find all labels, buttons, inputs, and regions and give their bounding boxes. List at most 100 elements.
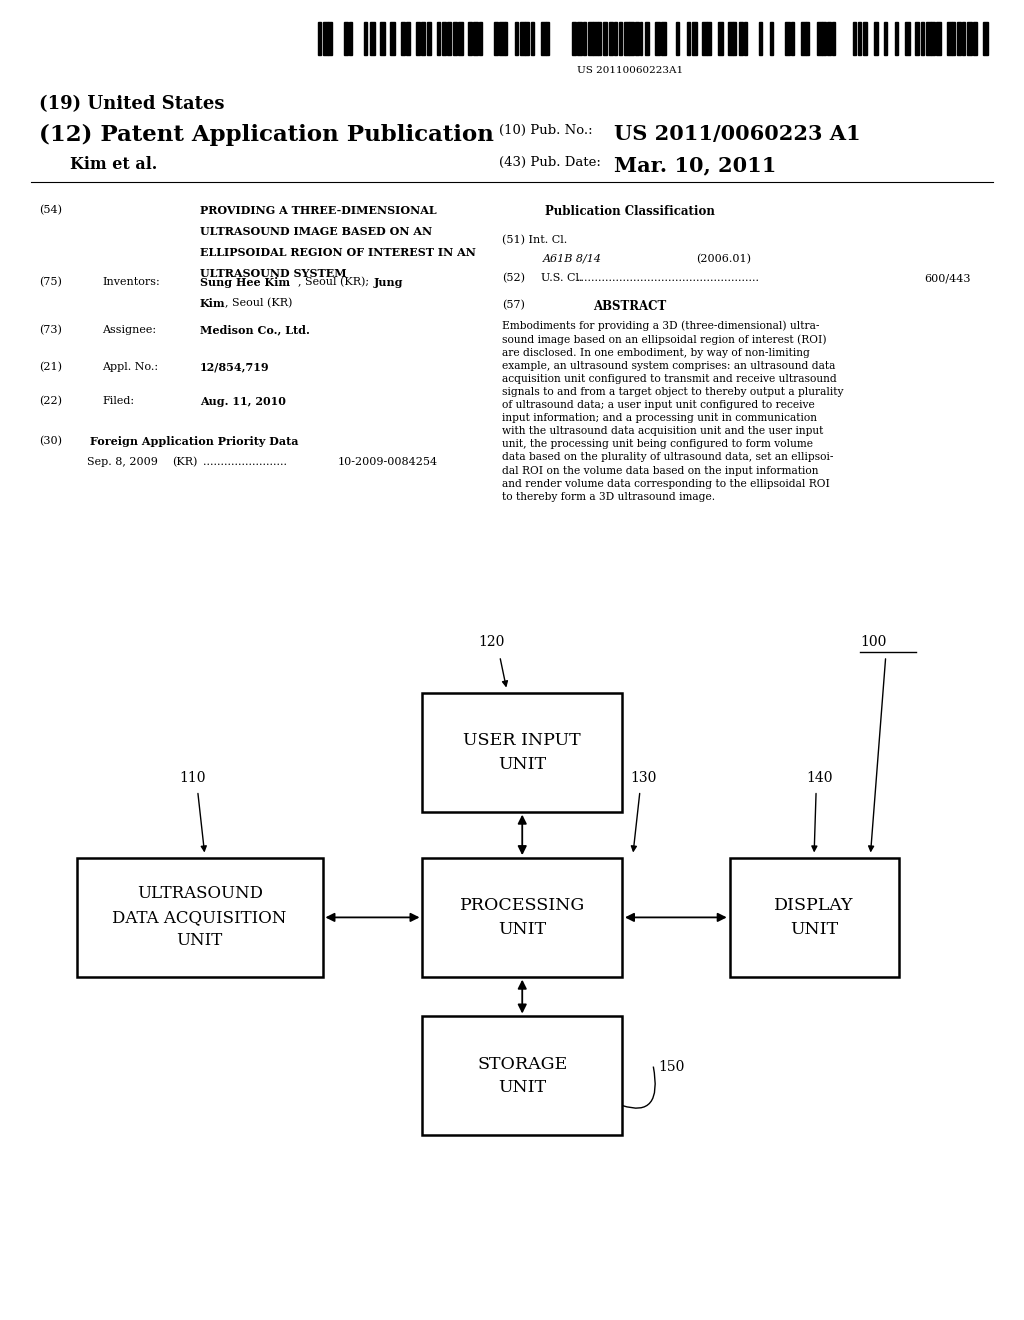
Bar — [816, 22, 821, 55]
Bar — [655, 22, 659, 55]
Bar — [572, 22, 577, 55]
Bar — [453, 22, 457, 55]
Text: PROCESSING
UNIT: PROCESSING UNIT — [460, 898, 585, 937]
Text: (54): (54) — [39, 205, 61, 215]
Bar — [473, 22, 478, 55]
Bar — [365, 22, 368, 55]
Bar — [442, 22, 445, 55]
Text: 12/854,719: 12/854,719 — [200, 362, 269, 372]
Bar — [806, 22, 809, 55]
Text: US 20110060223A1: US 20110060223A1 — [577, 66, 683, 75]
Bar — [702, 22, 707, 55]
Bar — [583, 22, 587, 55]
Bar — [613, 22, 616, 55]
Bar — [676, 22, 679, 55]
Bar — [588, 22, 593, 55]
Text: Mar. 10, 2011: Mar. 10, 2011 — [614, 156, 777, 176]
Bar — [760, 22, 762, 55]
Text: (12) Patent Application Publication: (12) Patent Application Publication — [39, 124, 494, 147]
Bar — [873, 22, 878, 55]
Text: (75): (75) — [39, 277, 61, 288]
Text: (19) United States: (19) United States — [39, 95, 224, 114]
Bar — [863, 22, 867, 55]
Text: 10-2009-0084254: 10-2009-0084254 — [338, 457, 438, 467]
Bar — [718, 22, 723, 55]
Text: (52): (52) — [502, 273, 524, 284]
Bar — [692, 22, 696, 55]
Bar — [973, 22, 977, 55]
Bar — [858, 22, 861, 55]
Bar — [625, 22, 629, 55]
Bar — [853, 22, 856, 55]
Text: Kim et al.: Kim et al. — [70, 156, 157, 173]
Text: Publication Classification: Publication Classification — [545, 205, 715, 218]
Text: 130: 130 — [630, 771, 656, 785]
Text: US 2011/0060223 A1: US 2011/0060223 A1 — [614, 124, 861, 144]
Bar — [785, 22, 790, 55]
Bar — [968, 22, 973, 55]
Bar — [645, 22, 649, 55]
Bar — [801, 22, 806, 55]
Bar — [505, 22, 508, 55]
Text: (21): (21) — [39, 362, 61, 372]
Text: ULTRASOUND SYSTEM: ULTRASOUND SYSTEM — [200, 268, 346, 279]
Bar — [743, 22, 746, 55]
Bar — [77, 858, 323, 977]
Bar — [895, 22, 898, 55]
Bar — [738, 22, 743, 55]
Bar — [822, 22, 826, 55]
Text: Sep. 8, 2009: Sep. 8, 2009 — [87, 457, 158, 467]
Text: DISPLAY
UNIT: DISPLAY UNIT — [774, 898, 854, 937]
Bar — [884, 22, 887, 55]
Bar — [422, 22, 425, 55]
Text: Aug. 11, 2010: Aug. 11, 2010 — [200, 396, 286, 407]
Bar — [349, 22, 352, 55]
Text: (30): (30) — [39, 436, 61, 446]
Text: Assignee:: Assignee: — [102, 325, 157, 335]
Text: Jung: Jung — [374, 277, 403, 288]
Text: A61B 8/14: A61B 8/14 — [543, 253, 602, 264]
Bar — [620, 22, 622, 55]
Bar — [733, 22, 736, 55]
Bar — [400, 22, 406, 55]
Bar — [422, 858, 622, 977]
Text: 600/443: 600/443 — [925, 273, 971, 284]
Text: ULTRASOUND IMAGE BASED ON AN: ULTRASOUND IMAGE BASED ON AN — [200, 226, 432, 236]
Bar — [422, 1016, 622, 1135]
Text: USER INPUT
UNIT: USER INPUT UNIT — [464, 733, 581, 772]
Text: ABSTRACT: ABSTRACT — [593, 300, 667, 313]
Text: Embodiments for providing a 3D (three-dimensional) ultra-
sound image based on a: Embodiments for providing a 3D (three-di… — [502, 321, 843, 502]
Bar — [957, 22, 962, 55]
Bar — [770, 22, 772, 55]
Bar — [422, 693, 622, 812]
Text: (2006.01): (2006.01) — [696, 253, 752, 264]
Text: ....................................................: ........................................… — [577, 273, 759, 284]
Bar — [500, 22, 505, 55]
Bar — [343, 22, 348, 55]
Bar — [447, 22, 451, 55]
Text: (KR): (KR) — [172, 457, 198, 467]
Bar — [729, 858, 899, 977]
Text: ELLIPSOIDAL REGION OF INTEREST IN AN: ELLIPSOIDAL REGION OF INTEREST IN AN — [200, 247, 475, 257]
Bar — [791, 22, 794, 55]
Bar — [427, 22, 431, 55]
Text: Medison Co., Ltd.: Medison Co., Ltd. — [200, 325, 309, 335]
Bar — [915, 22, 919, 55]
Bar — [946, 22, 951, 55]
Text: (57): (57) — [502, 300, 524, 310]
Text: ........................: ........................ — [203, 457, 287, 467]
Bar — [921, 22, 924, 55]
Text: , Seoul (KR);: , Seoul (KR); — [298, 277, 369, 288]
Text: Appl. No.:: Appl. No.: — [102, 362, 159, 372]
Text: Kim: Kim — [200, 298, 225, 309]
Text: 150: 150 — [658, 1060, 685, 1073]
Bar — [936, 22, 941, 55]
Text: Inventors:: Inventors: — [102, 277, 160, 288]
Bar — [905, 22, 909, 55]
Bar — [963, 22, 966, 55]
Bar — [437, 22, 440, 55]
Bar — [833, 22, 835, 55]
Text: U.S. Cl.: U.S. Cl. — [541, 273, 583, 284]
Text: ULTRASOUND
DATA ACQUISITION
UNIT: ULTRASOUND DATA ACQUISITION UNIT — [113, 886, 287, 949]
Bar — [635, 22, 639, 55]
